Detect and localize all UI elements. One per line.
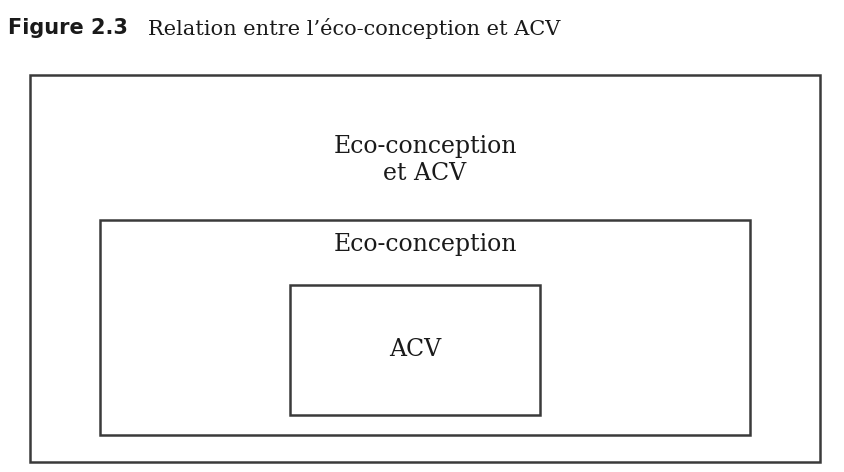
Bar (290, 285, 540, 415)
Text: Eco-conception
et ACV: Eco-conception et ACV (333, 135, 517, 185)
Text: ACV: ACV (389, 338, 441, 362)
Text: Figure 2.3: Figure 2.3 (8, 18, 128, 38)
Text: Relation entre l’éco-conception et ACV: Relation entre l’éco-conception et ACV (148, 18, 560, 39)
Text: Eco-conception: Eco-conception (333, 234, 517, 256)
Bar (100, 220, 750, 435)
Bar (30, 75, 820, 462)
